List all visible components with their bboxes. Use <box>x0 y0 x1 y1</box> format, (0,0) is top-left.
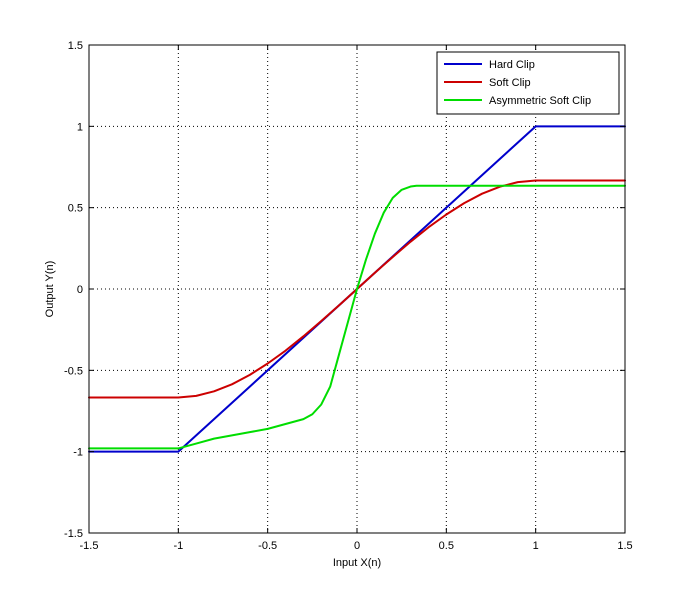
y-tick-label: 1 <box>77 121 83 133</box>
y-tick-label: -0.5 <box>64 365 83 377</box>
y-tick-label: 0.5 <box>68 203 83 215</box>
x-tick-label: 0.5 <box>439 540 454 552</box>
series-layer <box>88 125 626 453</box>
x-tick-label: -1.5 <box>80 540 99 552</box>
y-tick-label: 0 <box>77 284 83 296</box>
series-line-asymmetric-soft-clip <box>88 184 626 450</box>
x-tick-label: -0.5 <box>258 540 277 552</box>
x-tick-label: -1 <box>173 540 183 552</box>
legend-items: Hard Clip Soft Clip Asymmetric Soft Clip <box>444 59 591 107</box>
y-axis-label: Output Y(n) <box>44 261 56 318</box>
legend-label-hard-clip: Hard Clip <box>489 59 535 71</box>
x-tick-label: 1.5 <box>617 540 632 552</box>
x-axis-label: Input X(n) <box>333 557 381 569</box>
tick-layer <box>88 44 626 534</box>
legend-label-soft-clip: Soft Clip <box>489 77 531 89</box>
y-tick-label: -1 <box>73 447 83 459</box>
tick-label-layer: -1.5 -1 -0.5 0 0.5 1 1.5 -1.5 -1 -0.5 0 0.5 1 1.5 <box>64 40 633 552</box>
x-tick-label: 0 <box>354 540 360 552</box>
y-tick-label: -1.5 <box>64 528 83 540</box>
legend: Hard Clip Soft Clip Asymmetric Soft Clip <box>436 51 620 115</box>
x-tick-label: 1 <box>533 540 539 552</box>
y-tick-label: 1.5 <box>68 40 83 52</box>
legend-label-asymmetric-soft-clip: Asymmetric Soft Clip <box>489 95 591 107</box>
